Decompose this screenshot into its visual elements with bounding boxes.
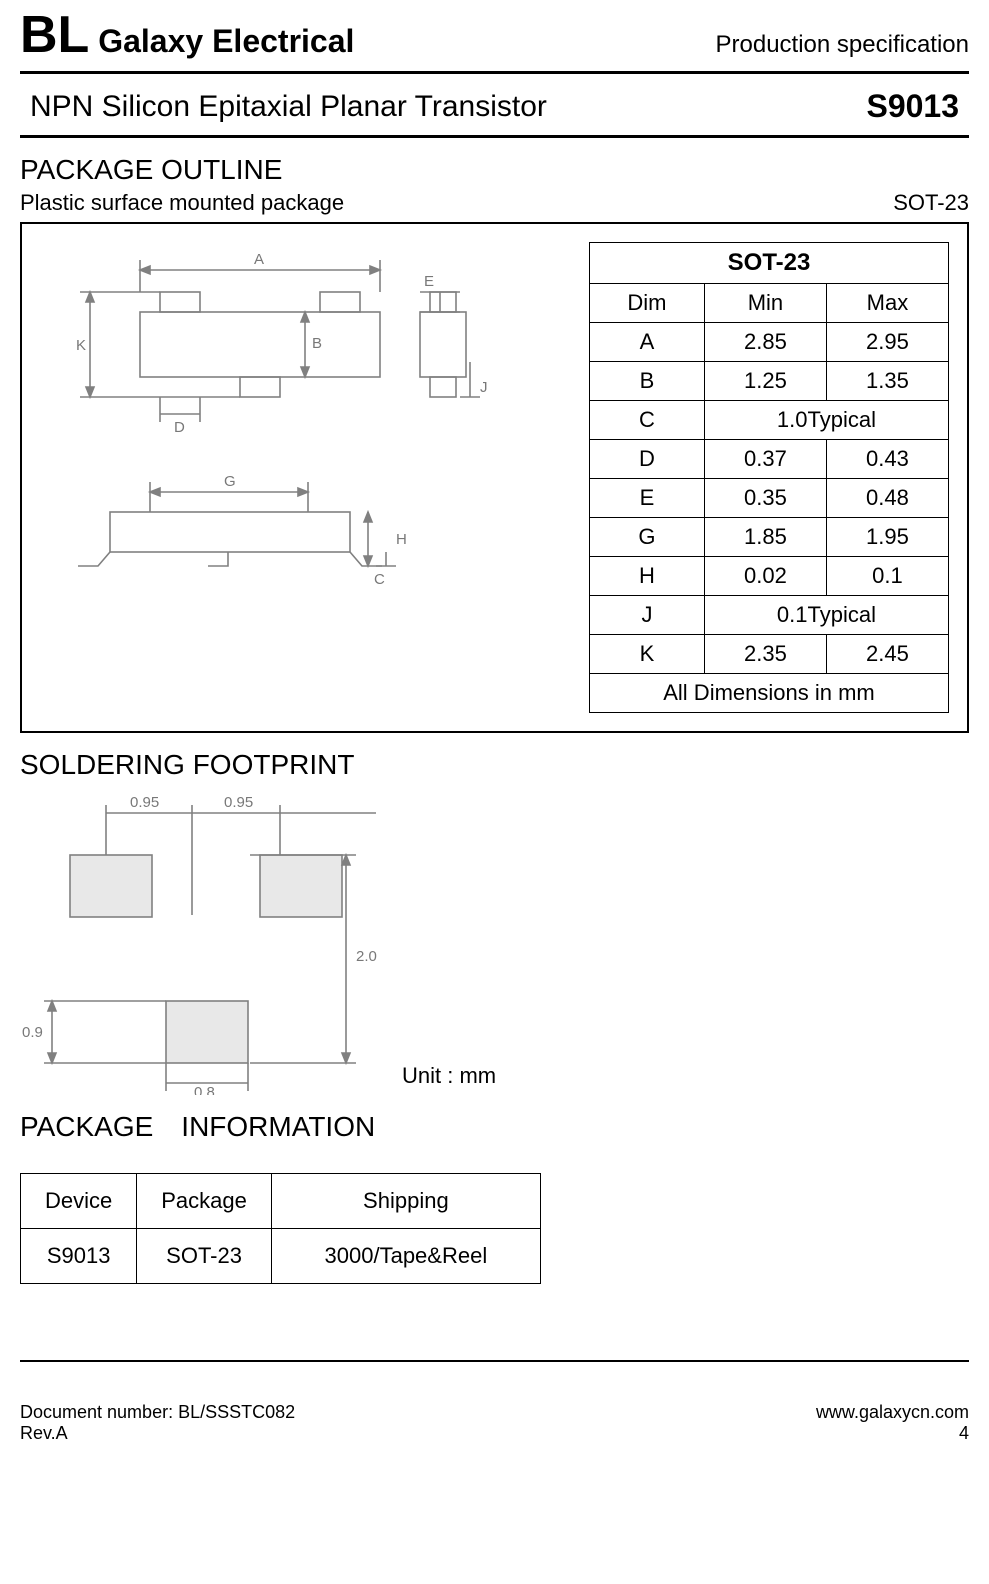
doc-number: Document number: BL/SSSTC082	[20, 1402, 295, 1423]
dim-max: 0.43	[826, 440, 948, 479]
header-row: BL Galaxy Electrical Production specific…	[20, 0, 969, 65]
footer-url: www.galaxycn.com	[816, 1402, 969, 1423]
svg-text:2.0: 2.0	[356, 948, 377, 965]
dim-max: 2.45	[826, 635, 948, 674]
outline-heading: PACKAGE OUTLINE	[20, 154, 969, 186]
svg-text:0.8: 0.8	[194, 1084, 215, 1095]
outline-box: A K B D E J	[20, 222, 969, 733]
cell-package: SOT-23	[137, 1229, 272, 1284]
col-max: Max	[826, 284, 948, 323]
dim-cell: G	[590, 518, 705, 557]
dim-cell: J	[590, 596, 705, 635]
col-device: Device	[21, 1174, 137, 1229]
dim-max: 1.35	[826, 362, 948, 401]
dim-cell: E	[590, 479, 705, 518]
svg-text:B: B	[312, 335, 322, 352]
dim-min: 0.37	[704, 440, 826, 479]
cell-device: S9013	[21, 1229, 137, 1284]
outline-subtitle: Plastic surface mounted package	[20, 190, 344, 216]
dim-min: 2.35	[704, 635, 826, 674]
footprint-unit: Unit : mm	[402, 1063, 496, 1089]
dim-cell: A	[590, 323, 705, 362]
rule-under-title	[20, 135, 969, 138]
page: BL Galaxy Electrical Production specific…	[0, 0, 989, 1464]
title-row: NPN Silicon Epitaxial Planar Transistor …	[20, 84, 969, 129]
dimension-table: SOT-23 Dim Min Max A2.852.95B1.251.35C1.…	[589, 242, 949, 713]
footer: Document number: BL/SSSTC082 Rev.A www.g…	[20, 1402, 969, 1444]
col-min: Min	[704, 284, 826, 323]
dim-min: 1.85	[704, 518, 826, 557]
footer-right: www.galaxycn.com 4	[816, 1402, 969, 1444]
dim-cell: D	[590, 440, 705, 479]
dim-cell: C	[590, 401, 705, 440]
product-title: NPN Silicon Epitaxial Planar Transistor	[30, 90, 547, 124]
dim-cell: B	[590, 362, 705, 401]
pkginfo-heading: PACKAGE INFORMATION	[20, 1111, 969, 1143]
svg-text:0.95: 0.95	[130, 794, 159, 811]
col-shipping: Shipping	[271, 1174, 540, 1229]
company-name: Galaxy Electrical	[89, 23, 354, 59]
svg-text:A: A	[254, 251, 264, 268]
footprint-diagram: 0.95 0.95 2.0 0.9 0.8	[20, 785, 390, 1095]
outline-subrow: Plastic surface mounted package SOT-23	[20, 190, 969, 216]
rule-top	[20, 71, 969, 74]
rev: Rev.A	[20, 1423, 295, 1444]
package-info-table: Device Package Shipping S9013 SOT-23 300…	[20, 1173, 541, 1284]
svg-text:E: E	[424, 273, 434, 290]
outline-drawings: A K B D E J	[40, 242, 559, 713]
dim-cell: K	[590, 635, 705, 674]
dim-min: 2.85	[704, 323, 826, 362]
dim-table-footer: All Dimensions in mm	[590, 674, 949, 713]
part-number: S9013	[866, 88, 959, 125]
footprint-heading: SOLDERING FOOTPRINT	[20, 749, 969, 781]
dim-max: 1.95	[826, 518, 948, 557]
dim-min: 0.02	[704, 557, 826, 596]
svg-text:0.9: 0.9	[22, 1024, 43, 1041]
svg-text:K: K	[76, 337, 86, 354]
footprint-row: 0.95 0.95 2.0 0.9 0.8 Unit : mm	[20, 785, 969, 1095]
svg-text:H: H	[396, 531, 407, 548]
footer-left: Document number: BL/SSSTC082 Rev.A	[20, 1402, 295, 1444]
sot23-side-view: G H C	[40, 468, 420, 598]
dim-table-title: SOT-23	[590, 243, 949, 284]
doc-type: Production specification	[716, 31, 969, 59]
footer-page: 4	[816, 1423, 969, 1444]
dim-max: 0.1	[826, 557, 948, 596]
dim-cell: H	[590, 557, 705, 596]
svg-text:G: G	[224, 473, 236, 490]
svg-text:C: C	[374, 571, 385, 588]
company-prefix: BL	[20, 6, 89, 64]
rule-footer	[20, 1360, 969, 1362]
dim-typical: 1.0Typical	[704, 401, 948, 440]
col-dim: Dim	[590, 284, 705, 323]
svg-text:D: D	[174, 419, 185, 436]
sot23-top-view: A K B D E J	[40, 242, 500, 442]
col-package: Package	[137, 1174, 272, 1229]
svg-text:J: J	[480, 379, 488, 396]
svg-text:0.95: 0.95	[224, 794, 253, 811]
dim-max: 2.95	[826, 323, 948, 362]
dim-min: 0.35	[704, 479, 826, 518]
dim-typical: 0.1Typical	[704, 596, 948, 635]
cell-shipping: 3000/Tape&Reel	[271, 1229, 540, 1284]
company: BL Galaxy Electrical	[20, 5, 354, 65]
outline-pkgtype: SOT-23	[893, 190, 969, 216]
dim-max: 0.48	[826, 479, 948, 518]
dim-min: 1.25	[704, 362, 826, 401]
